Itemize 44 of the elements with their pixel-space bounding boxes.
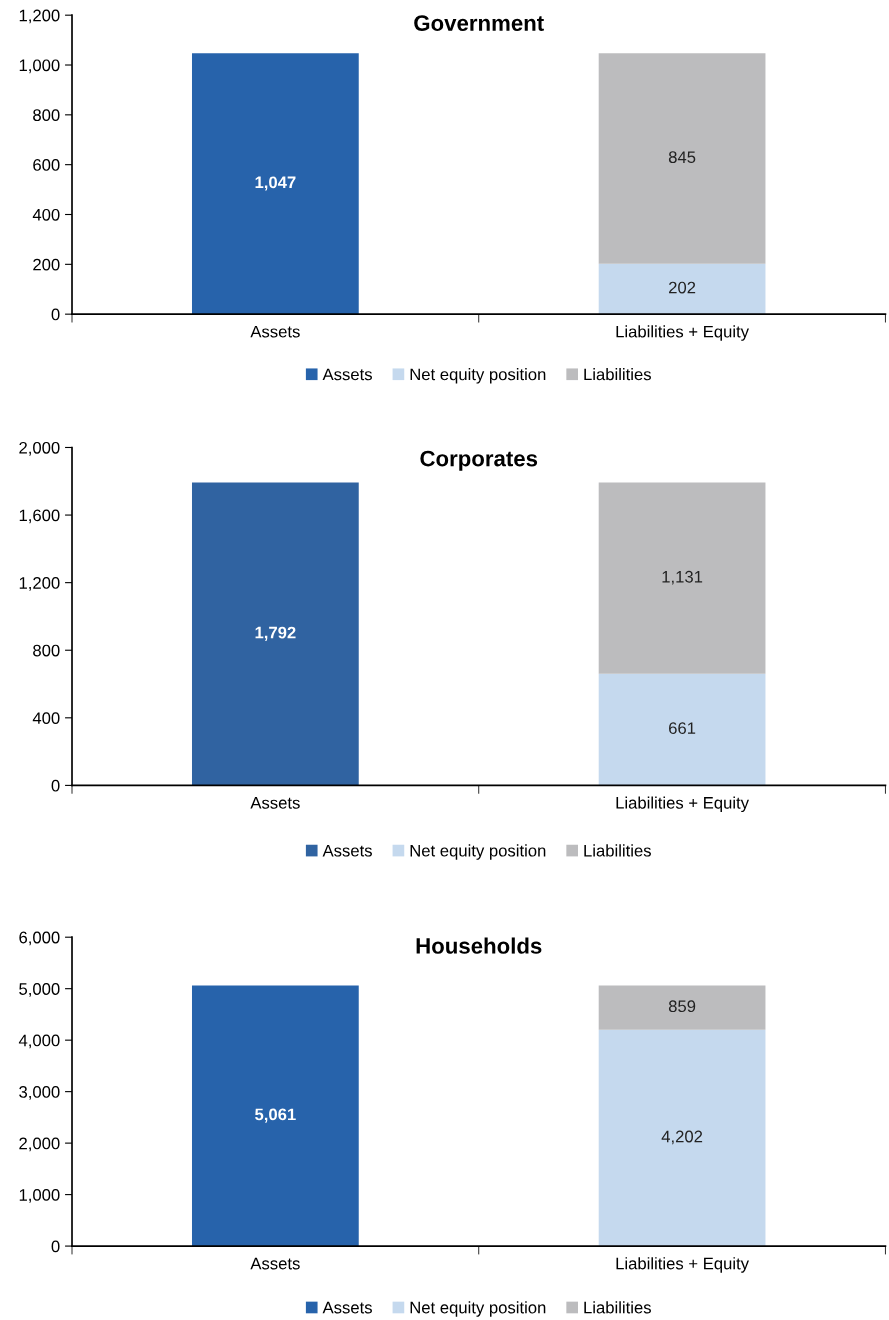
y-tick-label: 3,000 [19,1086,60,1100]
y-tick-label: 1,200 [19,577,60,591]
y-tick-label: 0 [51,779,60,792]
y-tick-label: 1,600 [19,509,60,524]
y-tick-label: 6,000 [19,931,60,946]
y-tick-label: 2,000 [19,441,60,456]
x-tick-label: Liabilities + Equity [616,1257,749,1273]
data-label: 4,202 [661,1130,703,1145]
y-tick-label: 0 [51,308,60,321]
data-label: 845 [668,151,696,164]
y-tick-label: 400 [32,712,60,725]
chart-title: Corporates [420,450,538,471]
legend-label: Assets [322,368,372,381]
legend-label: Net equity position [410,1301,546,1317]
legend-label: Liabilities [584,844,651,857]
legend-label: Net equity position [410,844,546,860]
x-tick-label: Liabilities + Equity [616,796,749,813]
y-tick-label: 800 [33,644,60,657]
legend-label: Net equity position [410,368,546,384]
chart-title: Households [416,937,542,954]
legend-label: Liabilities [584,1301,651,1314]
y-tick-label: 0 [51,1240,60,1253]
legend-label: Assets [322,844,372,857]
data-label: 1,792 [255,626,296,641]
chart-title: Government [414,15,544,31]
y-tick-label: 5,000 [19,983,60,997]
y-tick-label: 400 [32,208,60,221]
data-label: 1,047 [255,176,296,191]
y-tick-label: 600 [33,159,60,171]
data-label: 5,061 [255,1108,296,1123]
y-tick-label: 800 [33,109,60,122]
data-label: 1,131 [662,570,703,585]
data-label: 859 [668,1000,696,1013]
data-label: 661 [669,722,696,735]
y-tick-label: 4,000 [18,1034,60,1049]
y-tick-label: 2,000 [19,1137,60,1152]
y-tick-label: 200 [33,258,60,271]
data-label: 202 [669,281,696,294]
legend-label: Liabilities [584,368,651,381]
y-tick-label: 1,000 [19,59,60,74]
y-tick-label: 1,200 [19,9,60,24]
x-tick-label: Liabilities + Equity [616,325,749,341]
y-tick-label: 1,000 [19,1189,60,1203]
legend-label: Assets [322,1301,372,1314]
